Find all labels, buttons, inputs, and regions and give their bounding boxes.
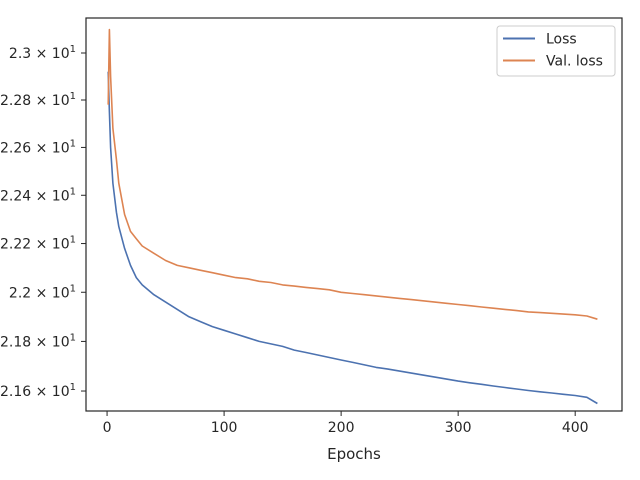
x-axis: 0 100 200 300 400 [103,411,589,436]
x-tick-label: 200 [328,420,355,436]
y-axis: 2.3 × 101 2.28 × 101 2.26 × 101 2.24 × 101 2… [0,44,86,400]
axes-frame [85,17,623,412]
y-tick-label: 2.18 × 101 [0,332,76,350]
x-axis-label: Epochs [327,445,381,463]
plot-area [107,28,598,405]
series-line-val-loss [107,28,598,320]
legend-label-val-loss: Val. loss [546,54,603,70]
y-tick-label: 2.2 × 101 [9,283,76,301]
legend-label-loss: Loss [546,32,577,48]
y-tick-label: 2.3 × 101 [9,44,76,62]
y-tick-label: 2.16 × 101 [0,382,76,400]
legend: Loss Val. loss [496,25,616,77]
x-tick-label: 400 [562,420,589,436]
series-line-loss [107,71,598,405]
x-tick-label: 0 [103,420,112,436]
y-tick-label: 2.28 × 101 [0,91,76,109]
y-tick-label: 2.26 × 101 [0,138,76,156]
x-tick-label: 300 [445,420,472,436]
y-tick-label: 2.24 × 101 [0,186,76,204]
y-tick-label: 2.22 × 101 [0,235,76,253]
x-tick-label: 100 [211,420,238,436]
